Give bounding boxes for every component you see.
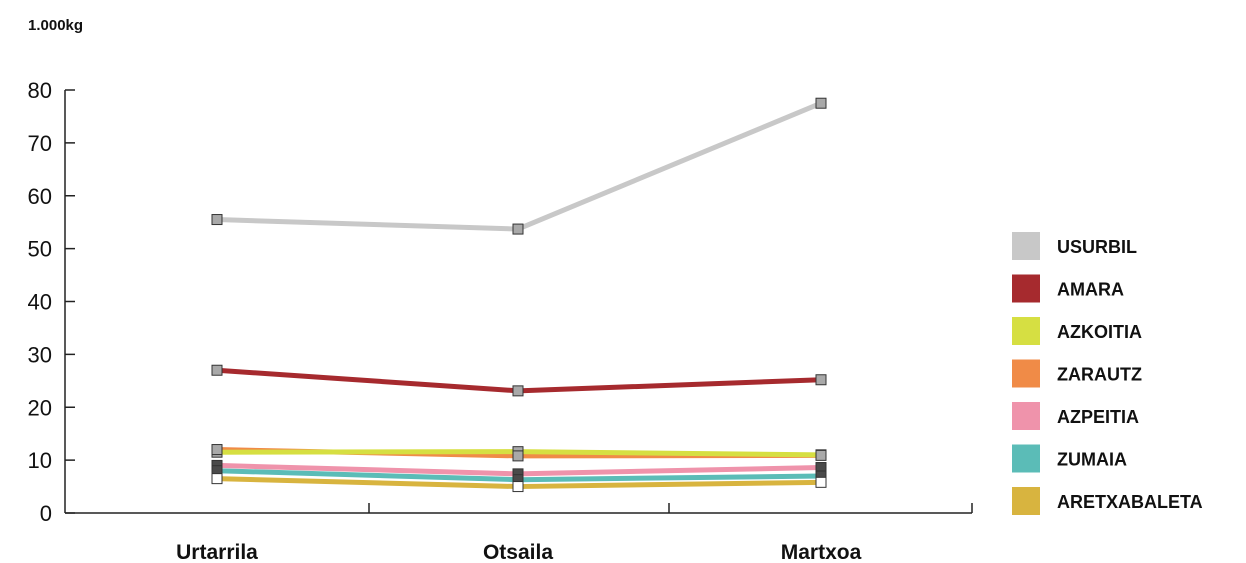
- legend-swatch: [1012, 444, 1040, 473]
- y-tick-label: 20: [28, 395, 52, 420]
- x-tick-label: Otsaila: [483, 541, 553, 563]
- y-unit-label: 1.000kg: [28, 17, 83, 34]
- legend-swatch: [1012, 317, 1040, 345]
- data-point-marker: [512, 385, 524, 397]
- legend-label: AZPEITIA: [1057, 407, 1139, 427]
- legend-swatch: [1012, 232, 1040, 260]
- legend-label: ARETXABALETA: [1057, 492, 1203, 512]
- legend-label: AMARA: [1057, 280, 1124, 300]
- data-point-marker: [211, 473, 223, 485]
- legend-label: ZUMAIA: [1057, 450, 1127, 470]
- y-tick-label: 80: [28, 78, 52, 103]
- data-point-marker: [815, 449, 827, 461]
- x-tick-label: Urtarrila: [176, 541, 258, 563]
- data-point-marker: [211, 444, 223, 456]
- series-markers: [211, 97, 827, 493]
- data-point-marker: [815, 476, 827, 488]
- y-tick-label: 50: [28, 237, 52, 262]
- data-point-marker: [512, 223, 524, 235]
- y-tick-label: 10: [28, 448, 52, 473]
- x-tick-label: Martxoa: [781, 541, 862, 563]
- data-point-marker: [815, 97, 827, 109]
- data-point-marker: [211, 364, 223, 376]
- axes: 0 10 20 30 40 50 60 70 80 Urtarrila Otsaila Martxoa: [28, 78, 973, 563]
- series-lines: [214, 100, 824, 490]
- legend-label: ZARAUTZ: [1057, 365, 1142, 385]
- legend-swatch: [1012, 274, 1040, 303]
- legend-swatch: [1012, 359, 1040, 388]
- legend-swatch: [1012, 487, 1040, 515]
- legend-swatch: [1012, 402, 1040, 430]
- y-tick-label: 60: [28, 184, 52, 209]
- data-point-marker: [512, 450, 524, 462]
- series-line: [214, 100, 824, 232]
- legend-label: AZKOITIA: [1057, 322, 1142, 342]
- data-point-marker: [815, 374, 827, 386]
- legend: USURBIL AMARA AZKOITIA ZARAUTZ AZPEITIA ZUMAI…: [1012, 232, 1203, 515]
- y-tick-label: 30: [28, 342, 52, 367]
- data-point-marker: [211, 214, 223, 226]
- y-tick-label: 70: [28, 131, 52, 156]
- legend-label: USURBIL: [1057, 237, 1137, 257]
- y-tick-label: 0: [40, 501, 52, 526]
- data-point-marker: [512, 481, 524, 493]
- y-tick-label: 40: [28, 290, 52, 315]
